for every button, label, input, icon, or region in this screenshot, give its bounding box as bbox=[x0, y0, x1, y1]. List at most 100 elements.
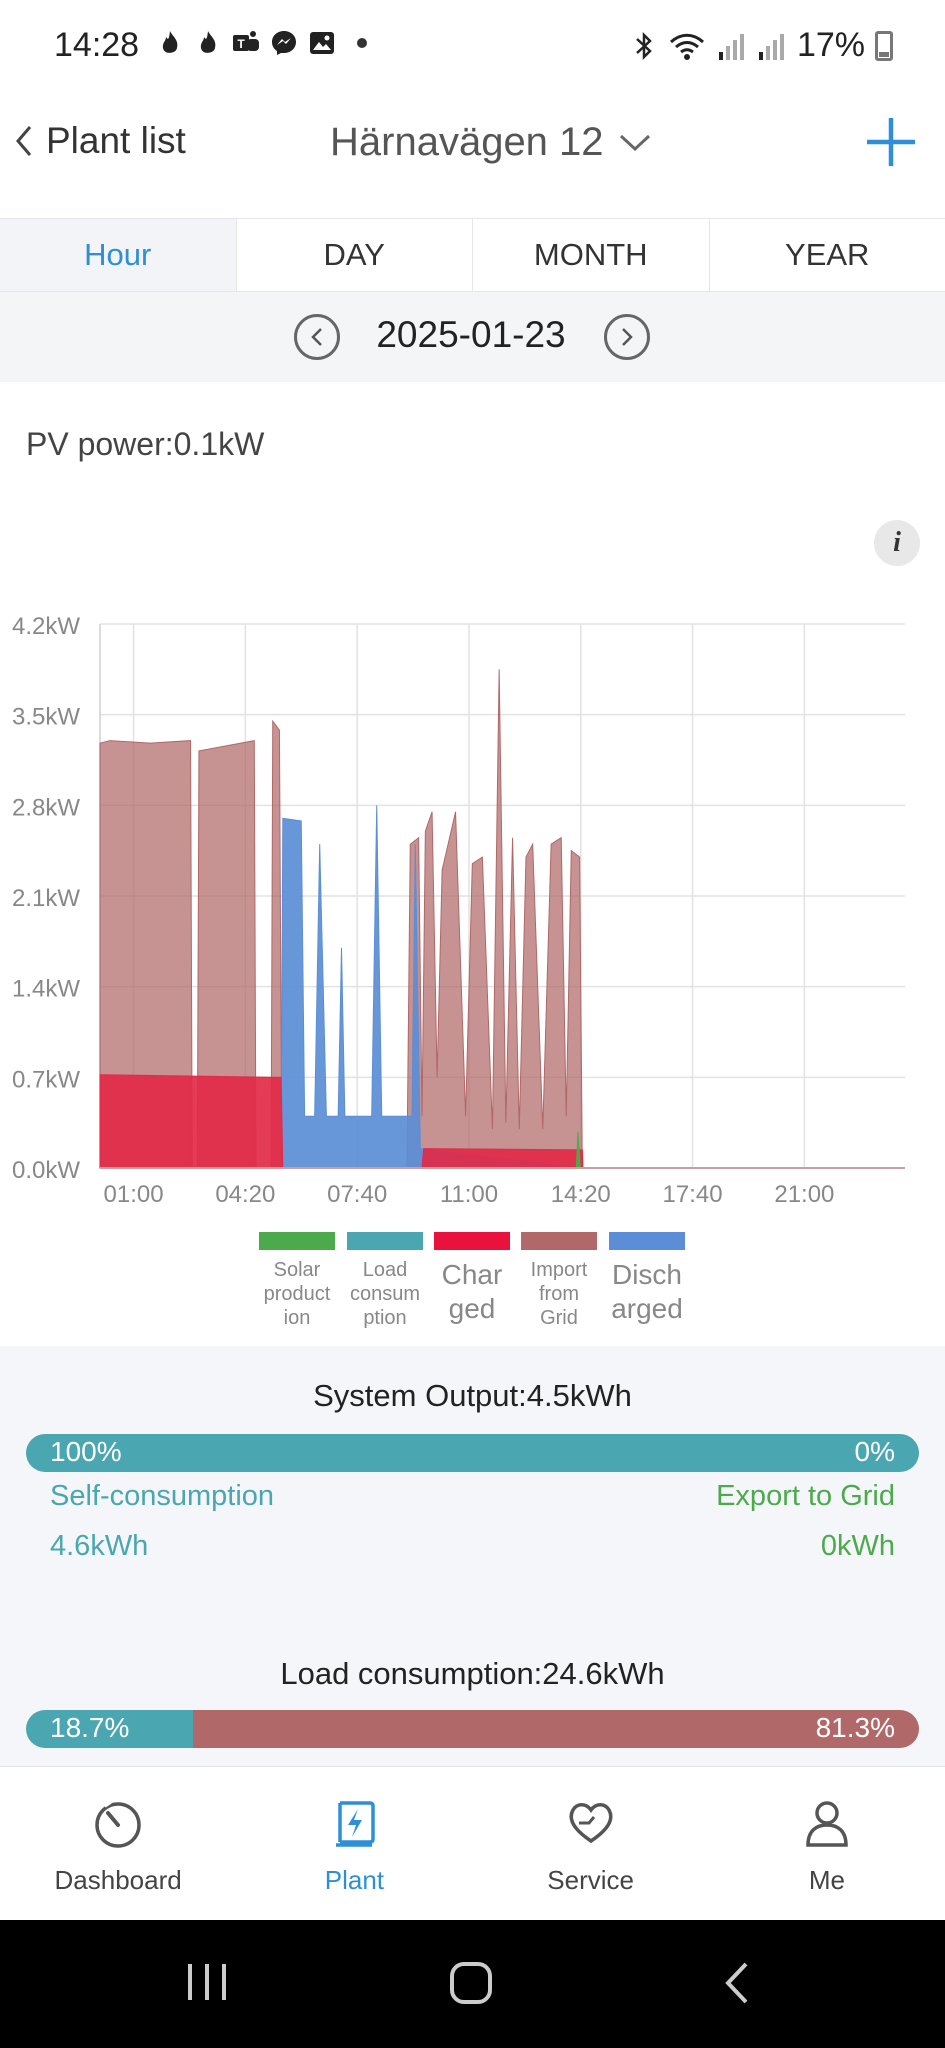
nav-service[interactable]: Service bbox=[473, 1767, 709, 1920]
load-import-segment bbox=[192, 1710, 919, 1748]
load-self-segment bbox=[26, 1710, 193, 1748]
bluetooth-icon bbox=[636, 31, 652, 60]
nav-dashboard-label: Dashboard bbox=[54, 1865, 182, 1895]
teams-icon: T bbox=[231, 28, 261, 58]
self-consumption-segment bbox=[26, 1434, 919, 1472]
chevron-left-icon bbox=[16, 126, 32, 156]
legend-item[interactable]: Disch arged bbox=[597, 1232, 697, 1325]
pv-power-readout: PV power:0.1kW bbox=[26, 426, 265, 462]
nav-service-label: Service bbox=[547, 1865, 634, 1895]
legend-swatch bbox=[259, 1232, 335, 1250]
nav-me[interactable]: Me bbox=[709, 1767, 945, 1920]
nav-plant-label: Plant bbox=[324, 1865, 384, 1895]
tab-year[interactable]: YEAR bbox=[709, 219, 945, 291]
system-output-title: System Output:4.5kWh bbox=[313, 1378, 632, 1413]
x-tick-label: 07:40 bbox=[327, 1181, 387, 1208]
export-to-grid-value: 0kWh bbox=[820, 1530, 895, 1562]
y-tick-label: 2.8kW bbox=[12, 794, 80, 821]
series-area-import-from-grid bbox=[99, 669, 905, 1169]
x-tick-label: 14:20 bbox=[551, 1181, 611, 1208]
period-tabs: Hour DAY MONTH YEAR bbox=[0, 218, 945, 292]
y-tick-label: 1.4kW bbox=[12, 976, 80, 1003]
battery-percent: 17% bbox=[796, 26, 865, 64]
legend-item[interactable]: Import from Grid bbox=[509, 1232, 609, 1330]
image-icon bbox=[307, 28, 337, 58]
load-import-percent: 81.3% bbox=[815, 1712, 895, 1743]
back-label: Plant list bbox=[46, 120, 186, 161]
legend-item[interactable]: Solar product ion bbox=[247, 1232, 347, 1330]
chevron-down-icon bbox=[619, 134, 650, 151]
load-consumption-bar: 18.7% 81.3% bbox=[26, 1710, 919, 1748]
legend-item[interactable]: Char ged bbox=[422, 1232, 522, 1325]
signal-icon bbox=[758, 33, 784, 60]
status-bar: 14:28 T 17% bbox=[0, 0, 945, 92]
y-tick-label: 4.2kW bbox=[12, 613, 80, 640]
export-percent: 0% bbox=[854, 1436, 895, 1467]
legend-label: Load consum ption bbox=[349, 1259, 421, 1329]
self-consumption-percent: 100% bbox=[50, 1436, 122, 1467]
next-date-button[interactable] bbox=[604, 314, 650, 360]
selected-date[interactable]: 2025-01-23 bbox=[376, 314, 566, 355]
recent-apps-button[interactable] bbox=[184, 1960, 230, 2004]
flame-icon bbox=[193, 28, 223, 58]
service-icon bbox=[569, 1803, 613, 1844]
status-right: 17% bbox=[631, 26, 893, 65]
series-area-solar-production bbox=[575, 1131, 905, 1169]
back-button[interactable]: Plant list bbox=[12, 120, 186, 162]
nav-me-label: Me bbox=[808, 1865, 845, 1895]
messenger-icon bbox=[269, 28, 299, 58]
load-consumption-title: Load consumption:24.6kWh bbox=[280, 1656, 665, 1691]
x-tick-label: 17:40 bbox=[663, 1181, 723, 1208]
legend-swatch bbox=[434, 1232, 510, 1250]
legend-label: Disch arged bbox=[611, 1259, 683, 1324]
legend-swatch bbox=[609, 1232, 685, 1250]
wifi-icon bbox=[669, 33, 704, 60]
plant-name: Härnavägen 12 bbox=[330, 120, 604, 164]
header: Plant list Härnavägen 12 bbox=[0, 92, 945, 218]
info-button[interactable]: i bbox=[874, 520, 920, 566]
y-tick-label: 3.5kW bbox=[12, 704, 80, 731]
system-navigation-bar bbox=[0, 1920, 945, 2048]
power-chart: 4.2kW 3.5kW 2.8kW 2.1kW 1.4kW 0.7kW 0.0kW 01:00… bbox=[12, 613, 905, 1208]
signal-icon bbox=[718, 33, 744, 60]
nav-dashboard[interactable]: Dashboard bbox=[0, 1767, 236, 1920]
flame-icon bbox=[155, 28, 185, 58]
energy-summary: System Output:4.5kWh 100% 0% Self-consum… bbox=[0, 1346, 945, 1766]
legend-label: Char ged bbox=[441, 1259, 503, 1324]
legend-label: Solar product ion bbox=[263, 1259, 331, 1329]
status-time: 14:28 bbox=[54, 26, 140, 64]
legend-swatch bbox=[347, 1232, 423, 1250]
plant-selector[interactable]: Härnavägen 12 bbox=[330, 120, 652, 165]
self-consumption-label: Self-consumption bbox=[50, 1480, 275, 1512]
y-tick-label: 2.1kW bbox=[12, 885, 80, 912]
tab-month[interactable]: MONTH bbox=[473, 219, 710, 291]
plant-icon bbox=[336, 1801, 376, 1847]
more-dot-icon bbox=[357, 38, 367, 48]
x-tick-label: 01:00 bbox=[104, 1181, 164, 1208]
load-self-percent: 18.7% bbox=[50, 1712, 130, 1743]
dashboard-icon bbox=[95, 1798, 141, 1848]
y-tick-label: 0.7kW bbox=[12, 1066, 80, 1093]
home-button[interactable] bbox=[448, 1960, 494, 2006]
svg-text:T: T bbox=[237, 37, 245, 51]
legend-swatch bbox=[521, 1232, 597, 1250]
x-tick-label: 11:00 bbox=[440, 1181, 498, 1208]
chevron-right-icon bbox=[622, 328, 633, 346]
chevron-left-icon bbox=[311, 328, 322, 346]
legend-label: Import from Grid bbox=[530, 1259, 588, 1329]
tab-hour[interactable]: Hour bbox=[0, 219, 237, 291]
nav-plant[interactable]: Plant bbox=[236, 1767, 472, 1920]
battery-icon bbox=[875, 30, 893, 61]
system-output-bar: 100% 0% bbox=[26, 1434, 919, 1472]
bottom-navigation: Dashboard Plant Service Me bbox=[0, 1766, 945, 1920]
export-to-grid-label: Export to Grid bbox=[716, 1480, 895, 1512]
back-system-button[interactable] bbox=[722, 1960, 752, 2006]
previous-date-button[interactable] bbox=[294, 314, 340, 360]
notification-icons: T bbox=[155, 28, 367, 58]
x-tick-label: 21:00 bbox=[774, 1181, 834, 1208]
tab-day[interactable]: DAY bbox=[236, 219, 473, 291]
legend-item[interactable]: Load consum ption bbox=[335, 1232, 435, 1330]
x-tick-label: 04:20 bbox=[215, 1181, 275, 1208]
add-plant-button[interactable] bbox=[861, 112, 921, 172]
y-tick-label: 0.0kW bbox=[12, 1157, 80, 1184]
